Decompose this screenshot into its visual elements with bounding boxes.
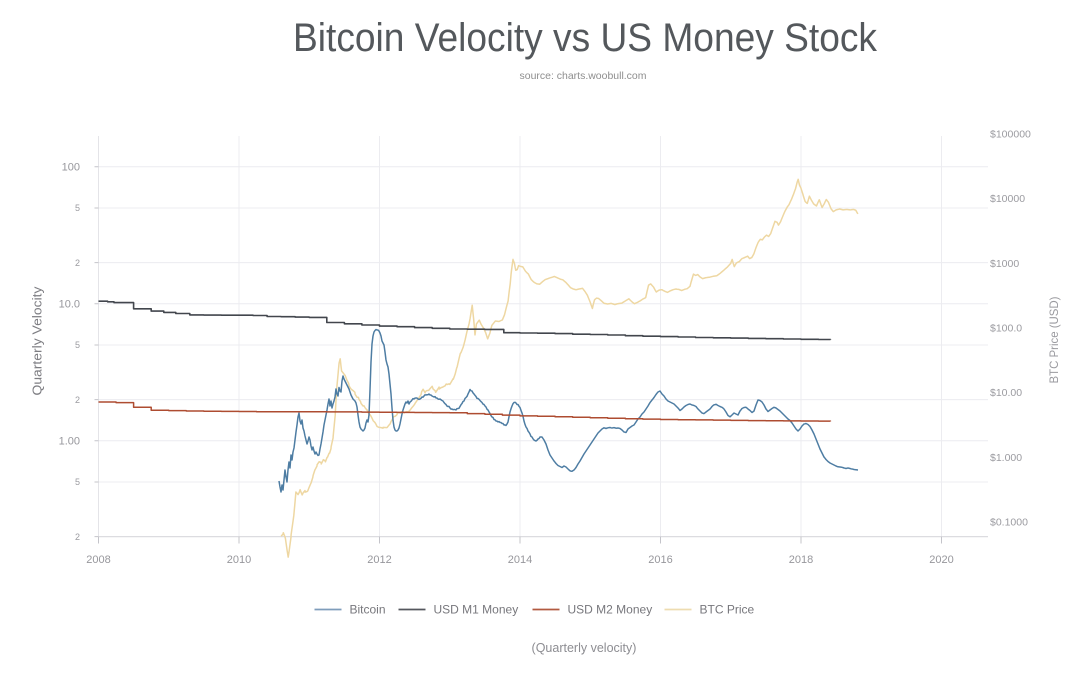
svg-text:2012: 2012: [367, 554, 391, 566]
svg-text:100: 100: [62, 162, 80, 174]
svg-text:$10.00: $10.00: [990, 387, 1022, 399]
svg-text:2014: 2014: [508, 554, 532, 566]
svg-text:$10000: $10000: [990, 193, 1025, 205]
svg-text:Bitcoin Velocity vs US Money S: Bitcoin Velocity vs US Money Stock: [293, 16, 878, 60]
svg-text:(Quarterly velocity): (Quarterly velocity): [532, 641, 637, 655]
svg-text:5: 5: [75, 477, 80, 487]
svg-text:10.0: 10.0: [59, 299, 80, 311]
svg-text:$1.000: $1.000: [990, 452, 1022, 464]
svg-text:$100.0: $100.0: [990, 323, 1022, 335]
svg-text:Bitcoin: Bitcoin: [350, 603, 386, 617]
svg-text:2: 2: [75, 395, 80, 405]
svg-text:2: 2: [75, 532, 80, 542]
svg-text:2020: 2020: [929, 554, 953, 566]
svg-text:source: charts.woobull.com: source: charts.woobull.com: [520, 70, 647, 82]
svg-text:2010: 2010: [227, 554, 251, 566]
svg-text:2016: 2016: [648, 554, 672, 566]
svg-text:1.00: 1.00: [59, 436, 80, 448]
svg-text:$100000: $100000: [990, 129, 1031, 141]
svg-text:2018: 2018: [789, 554, 813, 566]
svg-text:USD M1 Money: USD M1 Money: [434, 603, 519, 617]
svg-text:Quarterly Velocity: Quarterly Velocity: [31, 286, 45, 396]
svg-text:2008: 2008: [86, 554, 110, 566]
svg-text:2: 2: [75, 258, 80, 268]
svg-text:5: 5: [75, 203, 80, 213]
svg-text:USD M2 Money: USD M2 Money: [568, 603, 653, 617]
svg-text:5: 5: [75, 340, 80, 350]
svg-text:$1000: $1000: [990, 258, 1019, 270]
svg-text:BTC Price (USD): BTC Price (USD): [1047, 297, 1061, 384]
svg-text:$0.1000: $0.1000: [990, 517, 1028, 529]
svg-text:BTC Price: BTC Price: [700, 603, 755, 617]
